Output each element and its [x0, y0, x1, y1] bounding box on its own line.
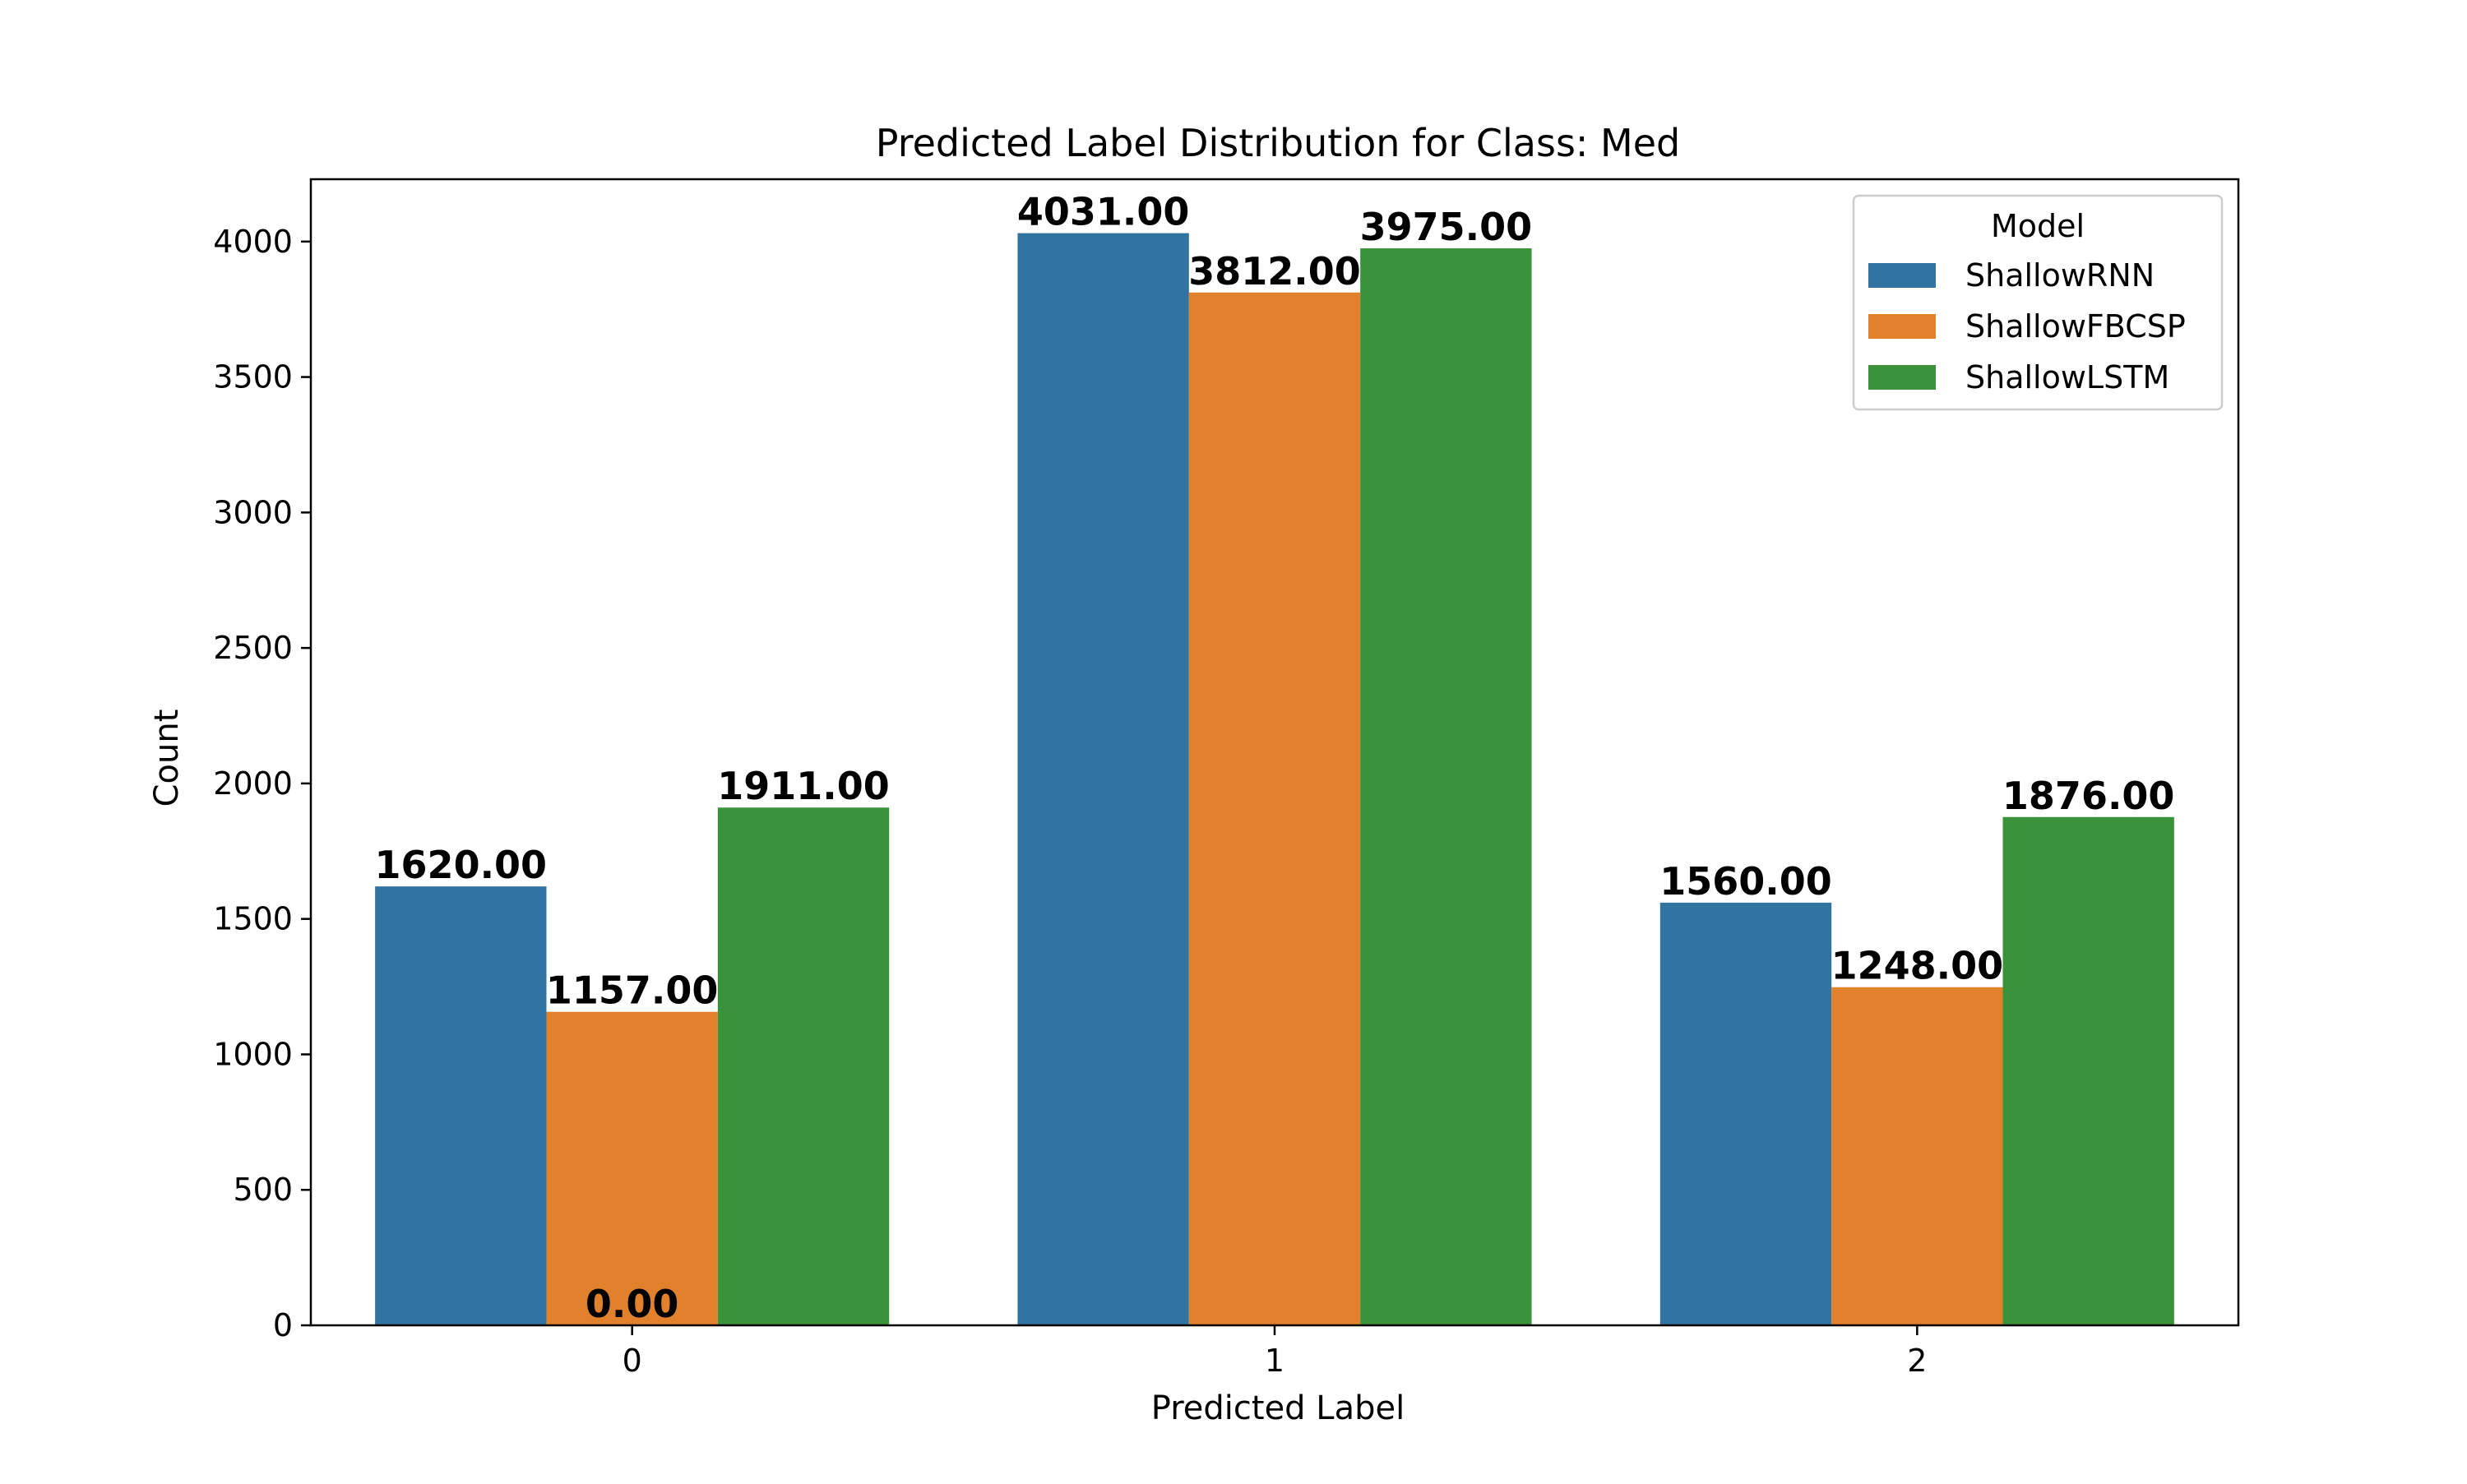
data-label-shallowlstm-2: 1876.00	[2002, 774, 2175, 818]
legend-label-shallowlstm: ShallowLSTM	[1965, 359, 2169, 395]
bars	[375, 233, 2174, 1326]
data-label-shallowfbcsp-2: 1248.00	[1831, 944, 2004, 988]
legend-label-shallowfbcsp: ShallowFBCSP	[1965, 308, 2186, 344]
bar-shallowlstm-0	[717, 807, 890, 1325]
data-label-shallowfbcsp-1: 3812.00	[1188, 249, 1361, 294]
x-tick-label: 0	[623, 1343, 642, 1379]
y-tick-label: 3500	[213, 359, 293, 395]
y-tick-label: 2500	[213, 630, 293, 666]
x-tick-label: 2	[1907, 1343, 1927, 1379]
bar-shallowrnn-0	[375, 886, 547, 1325]
data-label-shallowrnn-1: 4031.00	[1017, 190, 1190, 234]
y-tick-label: 500	[233, 1172, 293, 1208]
legend-swatch-shallowrnn	[1868, 263, 1936, 288]
y-tick-label: 2000	[213, 765, 293, 802]
data-label-shallowrnn-2: 1560.00	[1659, 859, 1832, 904]
bar-shallowlstm-1	[1360, 248, 1532, 1326]
y-tick-label: 4000	[213, 224, 293, 260]
bar-shallowrnn-1	[1017, 233, 1189, 1326]
bar-shallowlstm-2	[2002, 816, 2174, 1325]
y-tick-label: 1000	[213, 1036, 293, 1072]
axes: 0 500 1000 1500 2000 2500 3000 3500 4000 0 1 2	[213, 178, 2240, 1379]
data-label-shallowfbcsp-0: 1157.00	[546, 969, 719, 1013]
bar-shallowfbcsp-1	[1188, 292, 1361, 1326]
legend-label-shallowrnn: ShallowRNN	[1965, 257, 2155, 294]
bar-shallowrnn-2	[1659, 902, 1832, 1325]
data-labels: 1620.00 4031.00 1560.00 1157.00 3812.00 1248.…	[375, 190, 2175, 1326]
y-axis-label: Count	[148, 710, 186, 807]
legend-box	[1852, 194, 2224, 411]
data-label-shallowrnn-0: 1620.00	[375, 843, 548, 887]
data-label-shallowlstm-1: 3975.00	[1360, 205, 1533, 249]
legend-swatch-shallowfbcsp	[1868, 314, 1936, 339]
data-label-extra-shallowfbcsp-0: 0.00	[586, 1282, 679, 1326]
y-tick-label: 1500	[213, 901, 293, 937]
data-label-shallowlstm-0: 1911.00	[717, 764, 890, 808]
bar-shallowfbcsp-0	[546, 1011, 718, 1325]
x-axis-label: Predicted Label	[1151, 1389, 1405, 1427]
legend: Model ShallowRNN ShallowFBCSP ShallowLSTM	[1852, 194, 2224, 411]
x-tick-label: 1	[1265, 1343, 1284, 1379]
y-tick-label: 0	[273, 1307, 293, 1343]
chart-title: Predicted Label Distribution for Class: …	[876, 121, 1680, 165]
bar-shallowfbcsp-2	[1831, 987, 2003, 1325]
legend-title: Model	[1991, 208, 2085, 244]
legend-swatch-shallowlstm	[1868, 365, 1936, 390]
y-tick-label: 3000	[213, 494, 293, 530]
